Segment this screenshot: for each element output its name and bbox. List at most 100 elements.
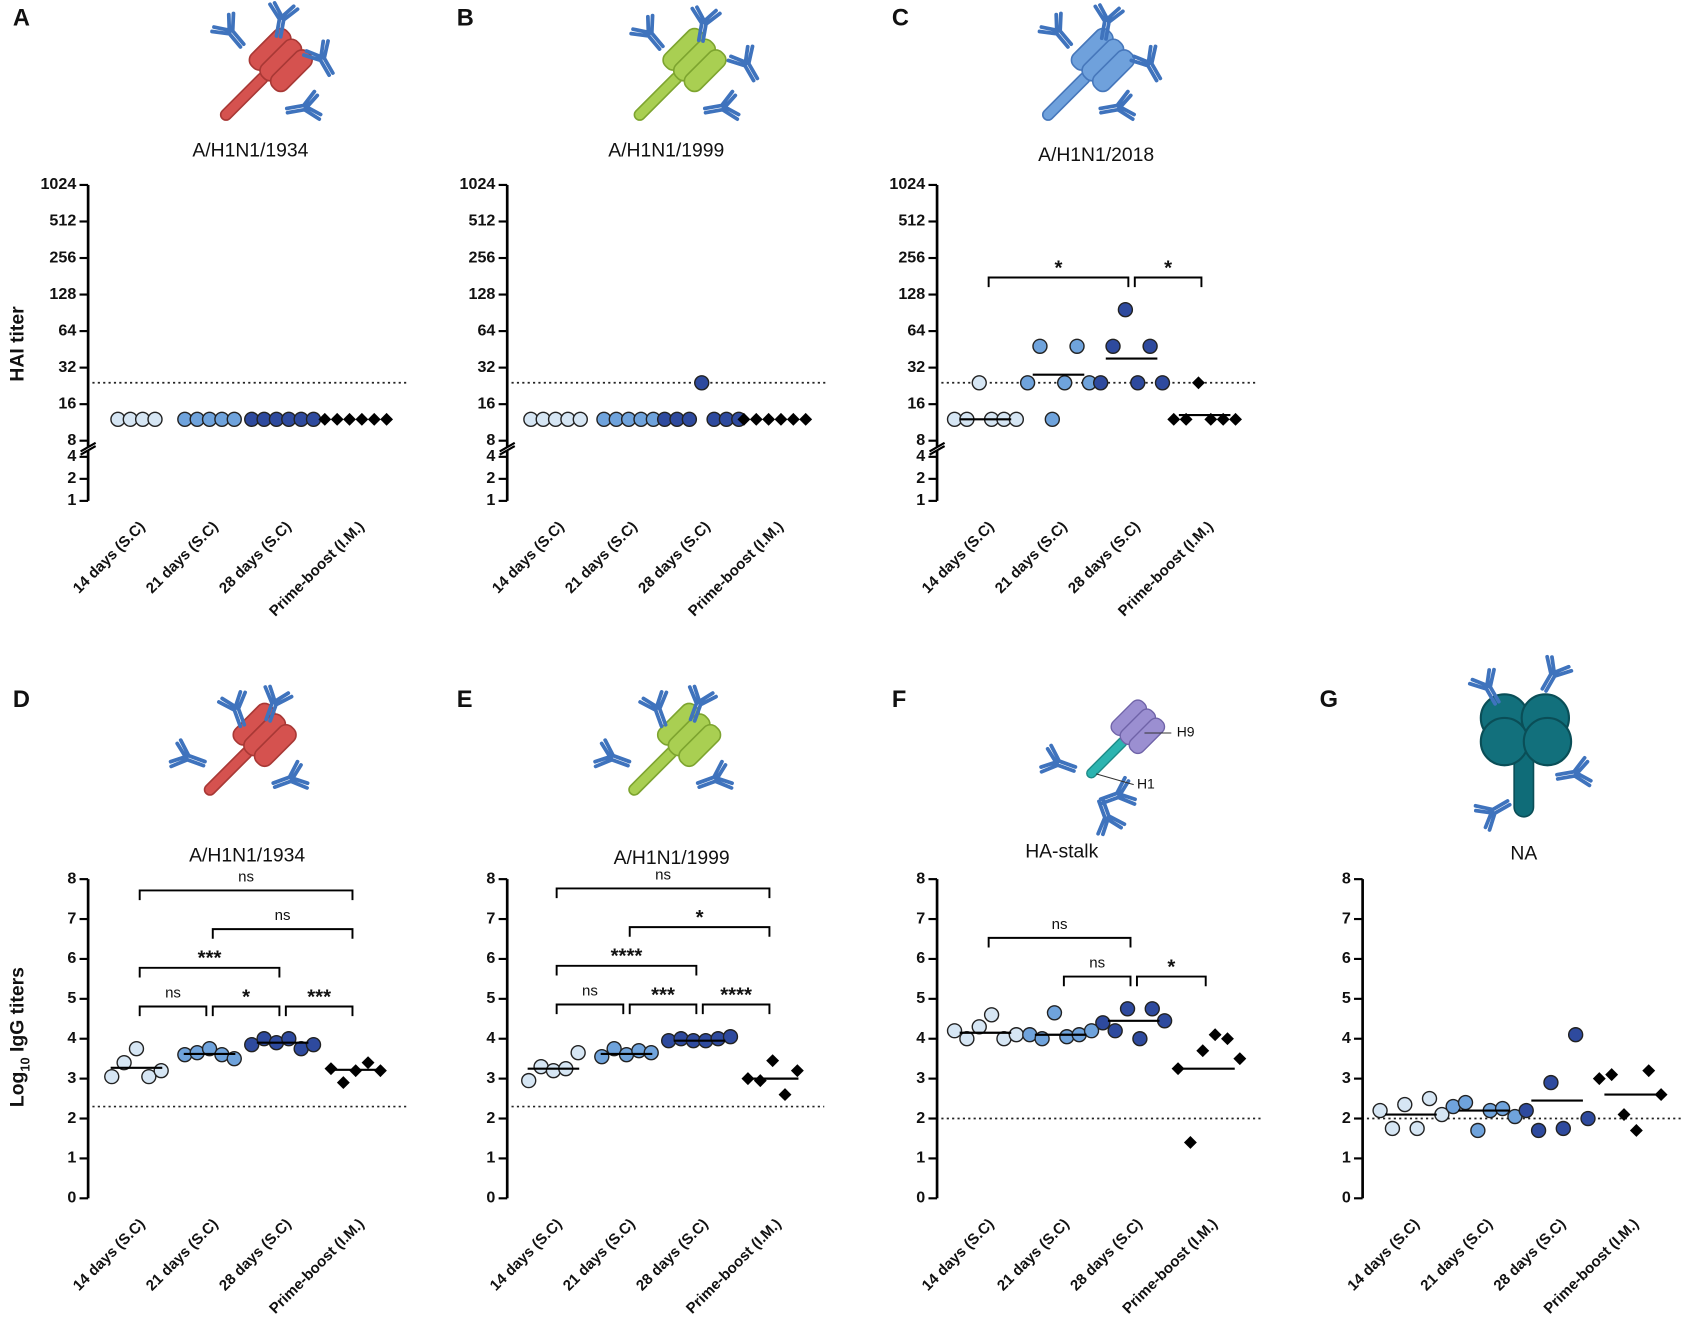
panel-title: A/H1N1/1999 xyxy=(608,140,724,162)
antibody-icon xyxy=(1096,798,1127,837)
data-point xyxy=(1044,411,1061,428)
significance-bracket xyxy=(211,928,354,939)
significance-bracket xyxy=(628,926,771,937)
data-point xyxy=(572,411,588,428)
antibody-icon xyxy=(216,690,248,729)
data-point xyxy=(201,1041,218,1057)
panel-letter: C xyxy=(892,6,909,32)
significance-bracket xyxy=(701,1003,771,1015)
antibody-icon xyxy=(638,690,669,729)
antibody-icon xyxy=(1540,654,1574,693)
x-tick-label: 28 days (S.C) xyxy=(216,518,295,597)
y-tick-label: 1 xyxy=(916,1149,925,1167)
data-point xyxy=(1008,411,1025,428)
data-point xyxy=(983,1007,1000,1023)
y-axis-label-part: IgG titers xyxy=(6,967,28,1057)
y-tick-label: 8 xyxy=(916,431,925,449)
antibody-shape xyxy=(1540,654,1574,693)
y-tick-label: 2 xyxy=(486,469,495,487)
antibody-shape xyxy=(1093,3,1125,41)
significance-label: * xyxy=(696,907,704,929)
antibody-icon xyxy=(1037,11,1074,49)
panel-letter: E xyxy=(457,687,473,713)
panel-title: A/H1N1/1934 xyxy=(189,845,305,867)
data-point xyxy=(1629,1124,1643,1137)
data-point xyxy=(330,412,344,426)
y-tick-label: 8 xyxy=(916,869,925,887)
panel-letter: G xyxy=(1320,687,1338,713)
data-point xyxy=(1105,338,1121,354)
y-tick-label: 64 xyxy=(477,321,495,339)
significance-label: **** xyxy=(720,984,752,1006)
x-tick-label: 28 days (S.C) xyxy=(1065,518,1144,597)
significance-label: *** xyxy=(198,948,222,970)
antibody-shape xyxy=(216,690,248,729)
significance-bracket xyxy=(987,276,1130,288)
data-point xyxy=(336,1076,350,1090)
significance-bracket xyxy=(628,1003,698,1015)
antibody-icon xyxy=(1039,743,1078,774)
data-point xyxy=(521,1072,537,1089)
significance-bracket xyxy=(1133,276,1203,288)
data-point xyxy=(1605,1068,1619,1082)
data-point xyxy=(778,1088,792,1102)
data-point xyxy=(1132,1031,1148,1047)
y-tick-label: 4 xyxy=(486,447,495,465)
data-point xyxy=(1642,1064,1656,1078)
axis-break xyxy=(929,445,946,456)
panel-letter: A xyxy=(13,6,30,32)
data-point xyxy=(722,1029,739,1045)
data-point xyxy=(1196,1044,1210,1058)
data-point xyxy=(380,412,394,426)
y-tick-label: 512 xyxy=(49,212,76,230)
data-point xyxy=(1083,1023,1100,1039)
data-point xyxy=(355,412,369,426)
data-point xyxy=(786,412,800,426)
antibody-shape xyxy=(1473,799,1512,832)
data-point xyxy=(790,1064,804,1078)
data-point xyxy=(1494,1100,1511,1117)
y-tick-label: 64 xyxy=(58,321,76,339)
y-tick-label: 6 xyxy=(916,949,925,967)
data-point xyxy=(1592,1072,1606,1086)
y-tick-label: 7 xyxy=(1342,909,1351,927)
significance-label: ns xyxy=(165,985,181,1002)
axis-break xyxy=(499,441,516,453)
ha-lobe xyxy=(1128,717,1166,755)
ha-icon xyxy=(633,27,727,121)
y-tick-label: 256 xyxy=(469,248,496,266)
x-tick-label: 14 days (S.C) xyxy=(919,1216,998,1295)
data-point xyxy=(762,412,776,426)
significance-label: *** xyxy=(307,986,331,1008)
antibody-icon xyxy=(695,759,734,790)
y-tick-label: 3 xyxy=(67,1069,76,1087)
y-tick-label: 16 xyxy=(477,394,495,412)
data-point xyxy=(1008,1027,1025,1043)
ha-stalk xyxy=(203,746,253,796)
significance-label: ns xyxy=(1089,955,1105,972)
antibody-shape xyxy=(726,44,760,83)
data-point xyxy=(1567,1027,1584,1043)
data-point xyxy=(660,1033,677,1049)
ha-stalk xyxy=(1086,736,1128,779)
y-tick-label: 5 xyxy=(1342,989,1351,1007)
data-point xyxy=(1580,1110,1596,1127)
data-point xyxy=(681,411,698,428)
data-point xyxy=(766,1054,780,1068)
antibody-shape xyxy=(1129,44,1163,83)
y-tick-label: 1 xyxy=(1342,1149,1351,1167)
data-point xyxy=(1019,375,1036,391)
data-point xyxy=(367,412,381,426)
data-point xyxy=(1167,412,1181,426)
y-tick-label: 1 xyxy=(67,1149,76,1167)
data-point xyxy=(226,411,242,428)
x-tick-label: 14 days (S.C) xyxy=(70,518,149,597)
y-tick-label: 0 xyxy=(486,1189,495,1207)
x-tick-label: 21 days (S.C) xyxy=(560,1216,639,1295)
y-tick-label: 16 xyxy=(907,394,925,412)
data-point xyxy=(1397,1096,1413,1113)
significance-bracket xyxy=(1135,975,1207,987)
antibody-shape xyxy=(210,11,246,49)
significance-bracket xyxy=(284,1005,354,1017)
x-tick-label: 21 days (S.C) xyxy=(994,1216,1073,1295)
